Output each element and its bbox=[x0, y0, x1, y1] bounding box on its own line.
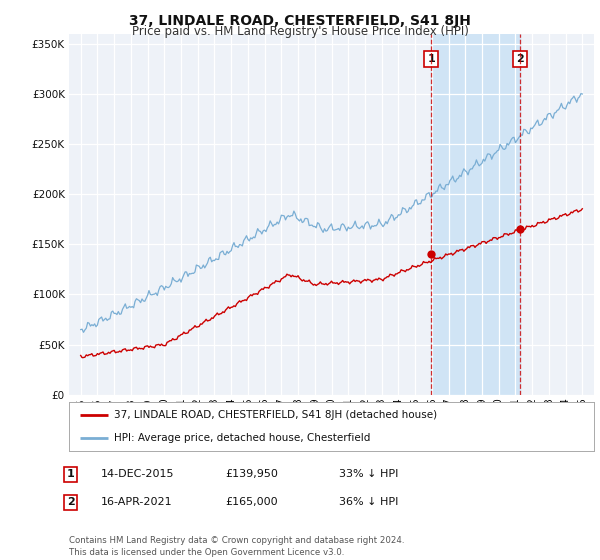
Text: 36% ↓ HPI: 36% ↓ HPI bbox=[339, 497, 398, 507]
Text: 37, LINDALE ROAD, CHESTERFIELD, S41 8JH: 37, LINDALE ROAD, CHESTERFIELD, S41 8JH bbox=[129, 14, 471, 28]
Text: 14-DEC-2015: 14-DEC-2015 bbox=[101, 469, 175, 479]
Text: 16-APR-2021: 16-APR-2021 bbox=[101, 497, 172, 507]
Text: Price paid vs. HM Land Registry's House Price Index (HPI): Price paid vs. HM Land Registry's House … bbox=[131, 25, 469, 38]
Text: Contains HM Land Registry data © Crown copyright and database right 2024.
This d: Contains HM Land Registry data © Crown c… bbox=[69, 536, 404, 557]
Text: £139,950: £139,950 bbox=[225, 469, 278, 479]
Text: 33% ↓ HPI: 33% ↓ HPI bbox=[339, 469, 398, 479]
Text: 37, LINDALE ROAD, CHESTERFIELD, S41 8JH (detached house): 37, LINDALE ROAD, CHESTERFIELD, S41 8JH … bbox=[113, 410, 437, 421]
Text: 2: 2 bbox=[517, 54, 524, 64]
Text: 1: 1 bbox=[427, 54, 435, 64]
Text: 2: 2 bbox=[67, 497, 74, 507]
Bar bbox=[431, 34, 520, 395]
Text: 1: 1 bbox=[67, 469, 74, 479]
Text: £165,000: £165,000 bbox=[225, 497, 278, 507]
Text: HPI: Average price, detached house, Chesterfield: HPI: Average price, detached house, Ches… bbox=[113, 433, 370, 444]
